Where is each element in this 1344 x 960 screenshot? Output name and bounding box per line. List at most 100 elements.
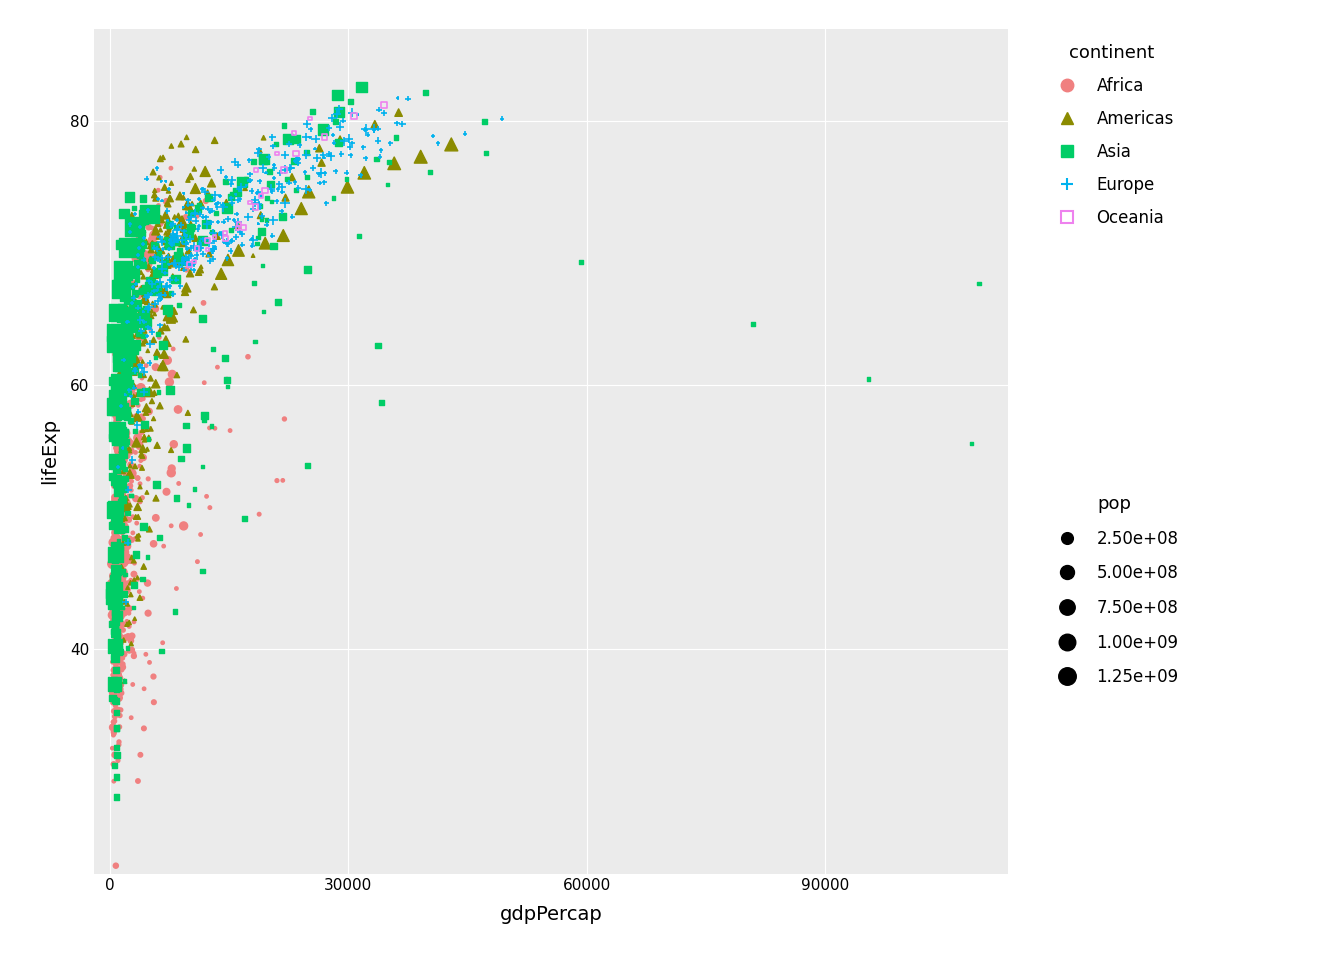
Point — [112, 471, 133, 487]
Point — [157, 236, 179, 252]
Point — [106, 537, 128, 552]
Point — [141, 247, 163, 262]
Point — [103, 588, 125, 603]
Point — [137, 203, 159, 218]
Point — [117, 580, 138, 595]
Point — [108, 638, 129, 654]
Point — [125, 276, 146, 292]
Point — [112, 356, 133, 372]
Point — [185, 142, 207, 157]
Point — [297, 262, 319, 277]
Point — [108, 485, 129, 500]
Point — [146, 477, 168, 492]
Point — [116, 504, 137, 519]
Point — [106, 523, 128, 539]
Point — [171, 220, 192, 235]
Point — [192, 181, 214, 197]
Point — [118, 314, 140, 329]
Point — [126, 326, 148, 342]
Point — [273, 162, 294, 178]
Point — [112, 372, 133, 388]
Point — [355, 122, 376, 137]
Point — [134, 417, 156, 432]
Point — [124, 379, 145, 395]
Point — [116, 403, 137, 419]
Point — [117, 535, 138, 550]
Point — [120, 587, 141, 602]
Point — [285, 175, 306, 190]
Point — [128, 531, 149, 546]
Point — [105, 572, 126, 588]
Point — [132, 460, 153, 475]
Point — [106, 461, 128, 476]
Point — [105, 594, 126, 610]
Point — [106, 588, 128, 604]
Point — [134, 300, 156, 316]
Legend: Africa, Americas, Asia, Europe, Oceania: Africa, Americas, Asia, Europe, Oceania — [1043, 37, 1180, 233]
Point — [106, 420, 128, 436]
Point — [163, 227, 184, 242]
Point — [190, 196, 211, 211]
Point — [337, 180, 359, 195]
Point — [102, 694, 124, 709]
Point — [133, 391, 155, 406]
Point — [215, 350, 237, 366]
Point — [169, 242, 191, 257]
Point — [106, 535, 128, 550]
Point — [274, 196, 296, 211]
Point — [116, 494, 137, 510]
Point — [112, 428, 133, 444]
Point — [374, 106, 395, 121]
Point — [109, 463, 130, 478]
Point — [121, 466, 142, 481]
Point — [124, 365, 145, 380]
Point — [105, 701, 126, 716]
Point — [110, 281, 132, 297]
Point — [190, 206, 211, 222]
Point — [142, 411, 164, 426]
Point — [113, 513, 134, 528]
Point — [259, 177, 281, 192]
Point — [144, 228, 165, 243]
Point — [142, 274, 164, 289]
Point — [159, 278, 180, 294]
Point — [200, 203, 222, 218]
Point — [160, 443, 181, 458]
Point — [204, 229, 226, 245]
Point — [142, 266, 164, 281]
Point — [108, 385, 129, 400]
Point — [340, 148, 362, 163]
Point — [263, 170, 285, 185]
Point — [118, 357, 140, 372]
Point — [296, 181, 317, 197]
Point — [140, 321, 161, 336]
Point — [271, 180, 293, 195]
Point — [103, 529, 125, 544]
Point — [112, 372, 133, 387]
Point — [159, 251, 180, 266]
Point — [110, 438, 132, 453]
Point — [168, 259, 190, 275]
Point — [282, 209, 304, 225]
Point — [105, 626, 126, 641]
Point — [114, 258, 136, 274]
Point — [148, 279, 169, 295]
Point — [110, 615, 132, 631]
Point — [120, 554, 141, 569]
Point — [211, 228, 233, 243]
Point — [112, 578, 133, 593]
Point — [110, 662, 132, 678]
Point — [108, 648, 129, 663]
Point — [105, 650, 126, 665]
Point — [353, 165, 375, 180]
Point — [146, 438, 168, 453]
Point — [106, 532, 128, 547]
Point — [109, 650, 130, 665]
Point — [341, 135, 363, 151]
Point — [277, 132, 298, 147]
Point — [349, 168, 371, 183]
Point — [366, 151, 387, 166]
Point — [138, 355, 160, 371]
Point — [151, 234, 172, 250]
Point — [164, 232, 185, 248]
